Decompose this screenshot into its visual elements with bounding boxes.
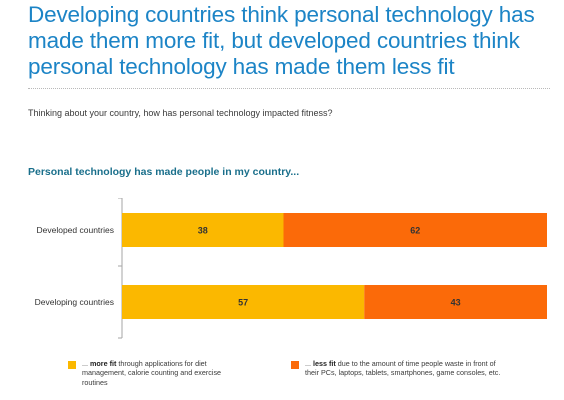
- legend-swatch-less-fit: [291, 361, 299, 369]
- data-label-less_fit-1: 43: [451, 298, 461, 308]
- legend-item-more-fit: ... more fit through applications for di…: [68, 359, 243, 387]
- survey-question: Thinking about your country, how has per…: [28, 108, 333, 118]
- divider-line: [28, 88, 550, 89]
- chart-headline: Developing countries think personal tech…: [28, 2, 535, 79]
- data-label-less_fit-0: 62: [410, 226, 420, 236]
- category-label-1: Developing countries: [35, 297, 114, 307]
- legend-text-less-fit: ... less fit due to the amount of time p…: [305, 359, 501, 378]
- legend-item-less-fit: ... less fit due to the amount of time p…: [291, 359, 509, 378]
- category-label-0: Developed countries: [37, 225, 115, 235]
- bar-less_fit-1: [364, 285, 547, 319]
- data-label-more_fit-0: 38: [198, 226, 208, 236]
- stacked-bar-chart: Developed countries 38 62 Developing countr…: [35, 198, 547, 339]
- data-label-more_fit-1: 57: [238, 298, 248, 308]
- bar-more_fit-1: [122, 285, 365, 319]
- bar-more_fit-0: [122, 213, 284, 247]
- chart-title: Personal technology has made people in m…: [28, 166, 300, 178]
- bar-less_fit-0: [283, 213, 547, 247]
- legend-text-more-fit: ... more fit through applications for di…: [82, 359, 222, 387]
- legend-swatch-more-fit: [68, 361, 76, 369]
